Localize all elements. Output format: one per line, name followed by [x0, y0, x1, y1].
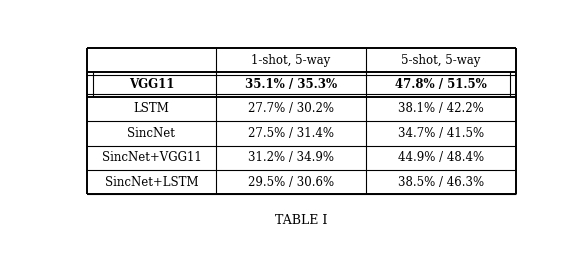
Text: 27.5% / 31.4%: 27.5% / 31.4%: [248, 127, 333, 140]
Text: 1-shot, 5-way: 1-shot, 5-way: [251, 54, 330, 67]
Text: 34.7% / 41.5%: 34.7% / 41.5%: [397, 127, 483, 140]
Text: 47.8% / 51.5%: 47.8% / 51.5%: [395, 78, 486, 91]
Text: 5-shot, 5-way: 5-shot, 5-way: [401, 54, 480, 67]
Text: 35.1% / 35.3%: 35.1% / 35.3%: [245, 78, 337, 91]
Text: 44.9% / 48.4%: 44.9% / 48.4%: [397, 151, 483, 164]
Text: SincNet: SincNet: [128, 127, 175, 140]
Text: 27.7% / 30.2%: 27.7% / 30.2%: [248, 102, 333, 115]
Text: LSTM: LSTM: [133, 102, 169, 115]
Text: 38.1% / 42.2%: 38.1% / 42.2%: [397, 102, 483, 115]
Text: 31.2% / 34.9%: 31.2% / 34.9%: [248, 151, 333, 164]
Text: 29.5% / 30.6%: 29.5% / 30.6%: [248, 176, 334, 188]
Text: TABLE I: TABLE I: [275, 214, 328, 227]
Text: SincNet+VGG11: SincNet+VGG11: [102, 151, 201, 164]
Text: 38.5% / 46.3%: 38.5% / 46.3%: [397, 176, 483, 188]
Text: VGG11: VGG11: [129, 78, 174, 91]
Text: SincNet+LSTM: SincNet+LSTM: [105, 176, 198, 188]
